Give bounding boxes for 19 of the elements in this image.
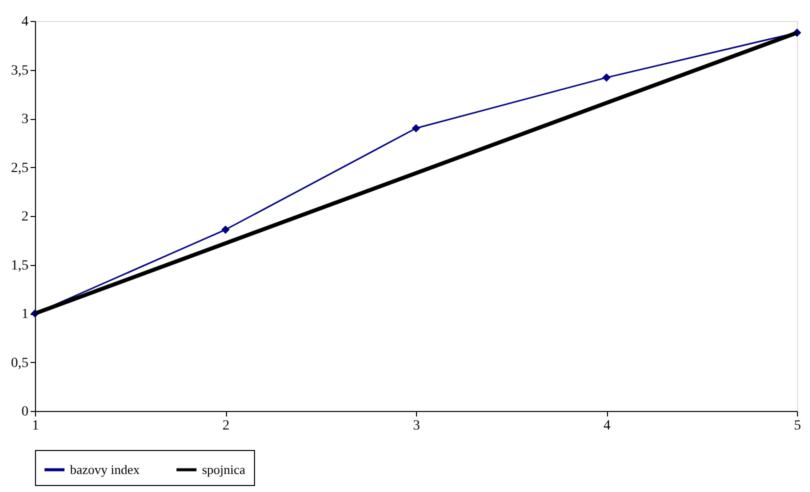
- y-tick-label: 4: [22, 14, 28, 30]
- point: [221, 225, 230, 234]
- y-tick-label: 1: [22, 307, 28, 322]
- y-tick-label: 0: [22, 404, 28, 420]
- point: [602, 73, 611, 82]
- x-tick-label: 4: [604, 418, 610, 434]
- y-tick-label: 0,5: [11, 356, 28, 371]
- legend-label: bazovy index: [70, 462, 140, 477]
- y-tick-label: 3: [22, 112, 28, 127]
- x-tick-label: 1: [32, 418, 39, 434]
- x-tick-label: 3: [413, 418, 420, 434]
- x-tick-label: 5: [794, 418, 801, 434]
- y-tick-label: 2,5: [11, 160, 28, 176]
- x-tick-label: 2: [222, 418, 230, 434]
- y-tick-label: 3,5: [11, 63, 28, 78]
- point: [412, 124, 420, 132]
- y-tick-label: 2: [22, 210, 28, 224]
- y-tick-label: 1,5: [11, 258, 28, 274]
- legend-label: spojnica: [202, 462, 246, 477]
